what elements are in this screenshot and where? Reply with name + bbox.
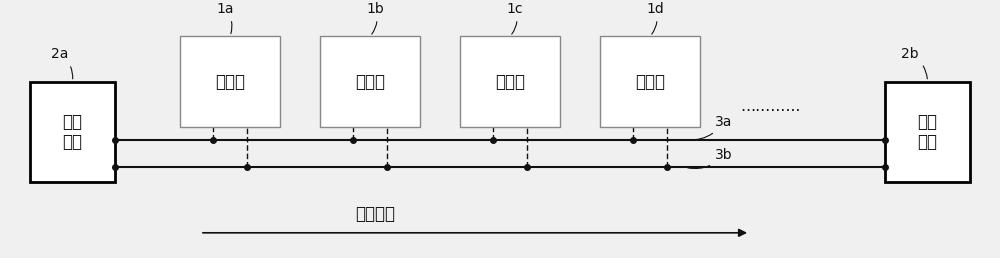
FancyBboxPatch shape [885,82,970,182]
Text: 2b: 2b [901,47,927,79]
Text: 1b: 1b [366,2,384,34]
Text: …………: ………… [740,99,800,114]
Text: 1c: 1c [507,2,523,34]
Text: 收发器: 收发器 [355,73,385,91]
Text: 电流方向: 电流方向 [355,205,395,223]
FancyBboxPatch shape [30,82,115,182]
Text: 2a: 2a [51,47,73,79]
Text: 3a: 3a [688,115,732,140]
FancyBboxPatch shape [460,36,560,127]
Text: 1a: 1a [216,2,234,34]
Text: 终端
电阻: 终端 电阻 [63,113,83,151]
Text: 收发器: 收发器 [495,73,525,91]
Text: 3b: 3b [688,148,733,168]
Text: 收发器: 收发器 [635,73,665,91]
Text: 1d: 1d [646,2,664,34]
Text: 收发器: 收发器 [215,73,245,91]
FancyBboxPatch shape [320,36,420,127]
FancyBboxPatch shape [600,36,700,127]
Text: 终端
电阻: 终端 电阻 [918,113,938,151]
FancyBboxPatch shape [180,36,280,127]
